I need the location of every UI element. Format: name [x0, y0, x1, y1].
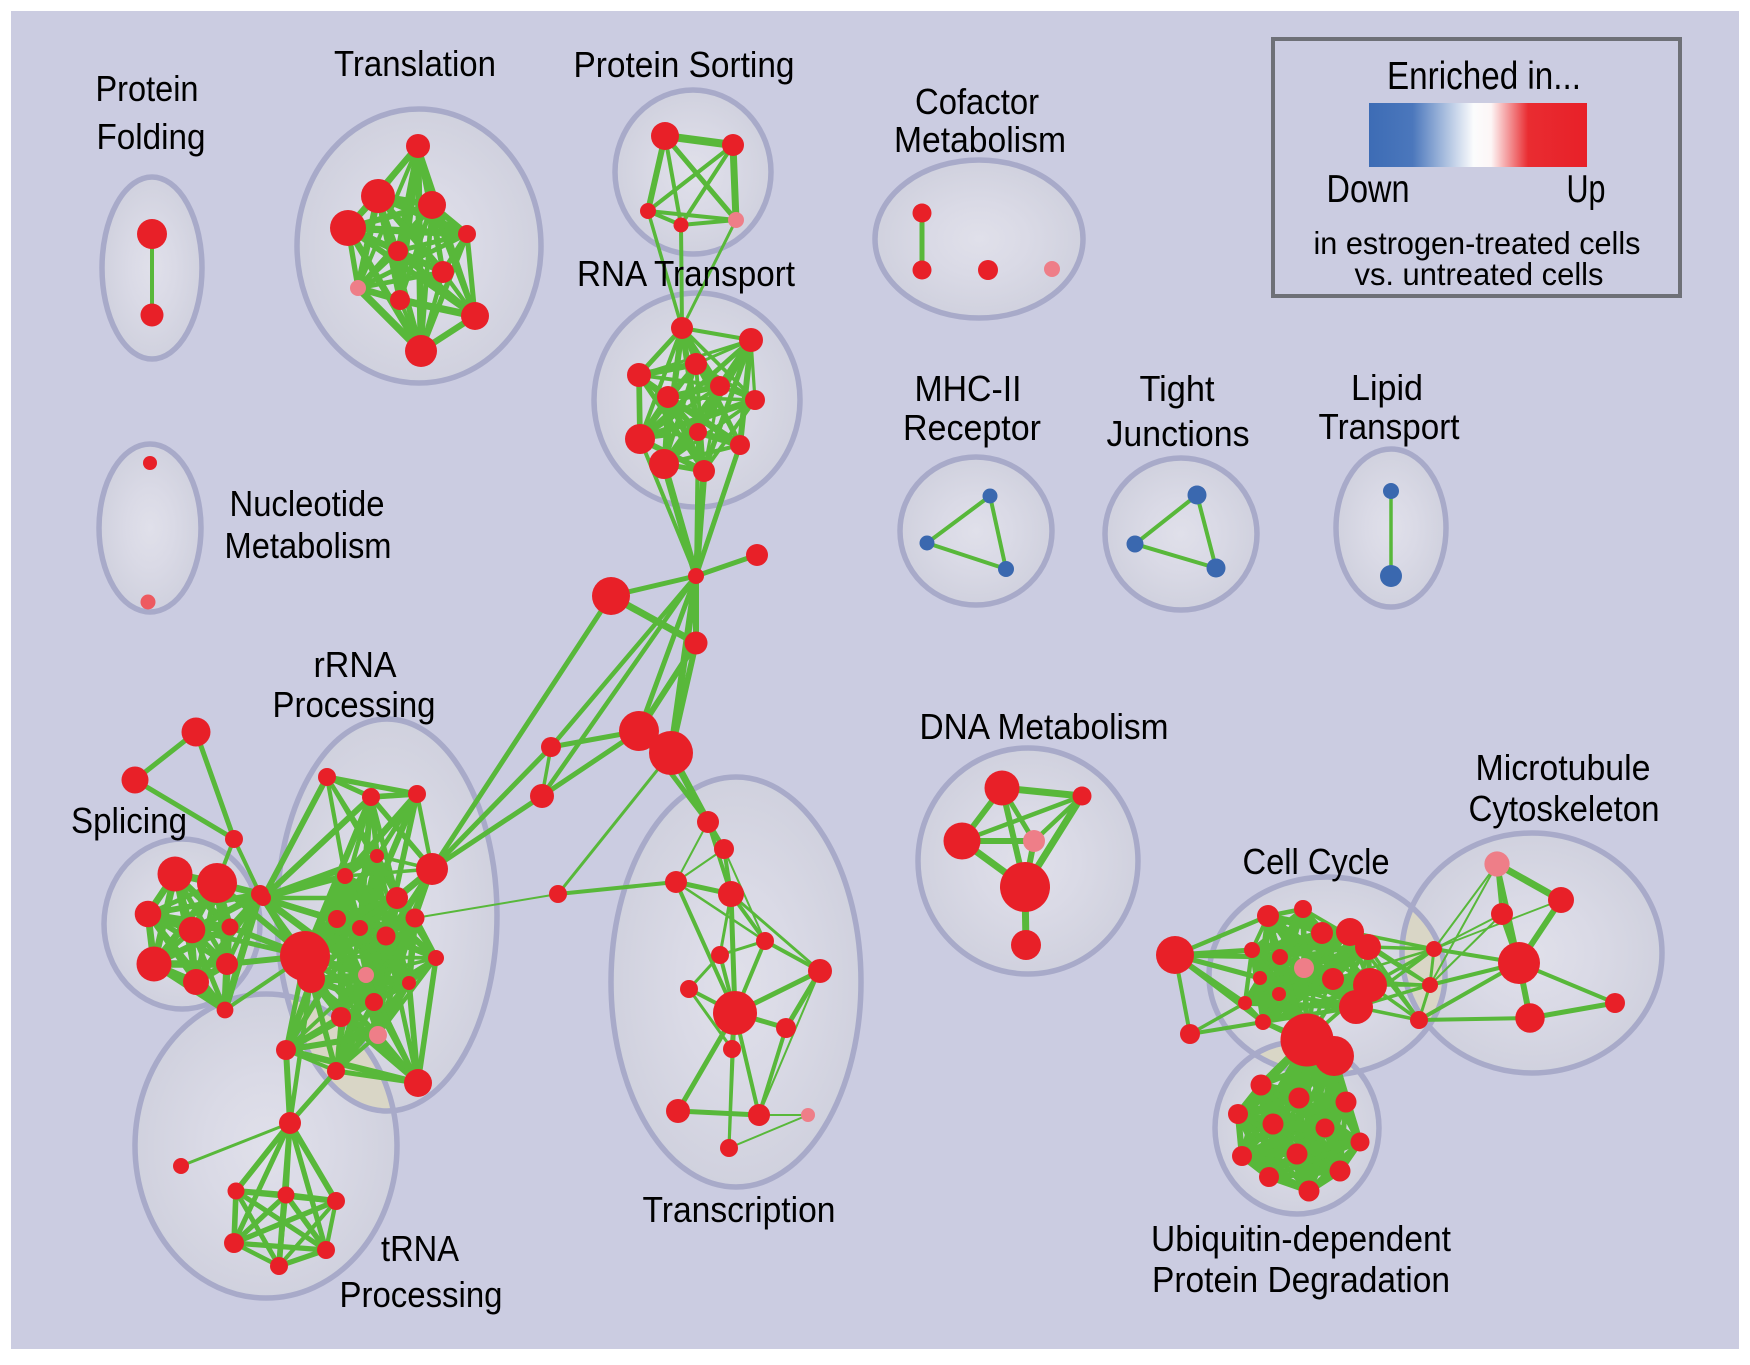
svg-text:Microtubule: Microtubule [1476, 747, 1651, 788]
svg-text:Processing: Processing [273, 684, 436, 725]
svg-text:vs. untreated cells: vs. untreated cells [1355, 256, 1604, 292]
svg-text:Tight: Tight [1140, 368, 1215, 409]
svg-text:Protein: Protein [96, 68, 199, 109]
svg-text:rRNA: rRNA [314, 644, 397, 685]
svg-text:Cell Cycle: Cell Cycle [1243, 841, 1390, 882]
svg-text:Processing: Processing [340, 1274, 503, 1315]
svg-text:Metabolism: Metabolism [225, 525, 392, 566]
svg-text:Cytoskeleton: Cytoskeleton [1469, 788, 1660, 829]
svg-text:Folding: Folding [97, 116, 206, 157]
svg-text:DNA Metabolism: DNA Metabolism [920, 706, 1169, 747]
svg-text:Junctions: Junctions [1107, 413, 1250, 454]
svg-text:Cofactor: Cofactor [915, 81, 1039, 122]
svg-text:Up: Up [1567, 168, 1606, 211]
svg-text:Ubiquitin-dependent: Ubiquitin-dependent [1151, 1218, 1451, 1259]
svg-text:Transcription: Transcription [643, 1189, 836, 1230]
svg-text:Metabolism: Metabolism [894, 119, 1066, 160]
svg-text:Lipid: Lipid [1351, 367, 1423, 408]
svg-text:in estrogen-treated cells: in estrogen-treated cells [1314, 225, 1641, 261]
svg-text:Receptor: Receptor [903, 407, 1041, 448]
svg-text:RNA Transport: RNA Transport [577, 253, 795, 294]
svg-text:Protein Sorting: Protein Sorting [574, 44, 795, 85]
svg-text:Transport: Transport [1319, 406, 1460, 447]
svg-text:Nucleotide: Nucleotide [230, 483, 385, 524]
svg-text:MHC-II: MHC-II [915, 368, 1022, 409]
svg-text:Enriched in...: Enriched in... [1387, 55, 1581, 98]
svg-text:Protein Degradation: Protein Degradation [1152, 1259, 1450, 1300]
svg-text:Down: Down [1327, 168, 1410, 211]
svg-text:Splicing: Splicing [71, 800, 187, 841]
svg-text:tRNA: tRNA [381, 1228, 459, 1269]
svg-text:Translation: Translation [334, 43, 496, 84]
